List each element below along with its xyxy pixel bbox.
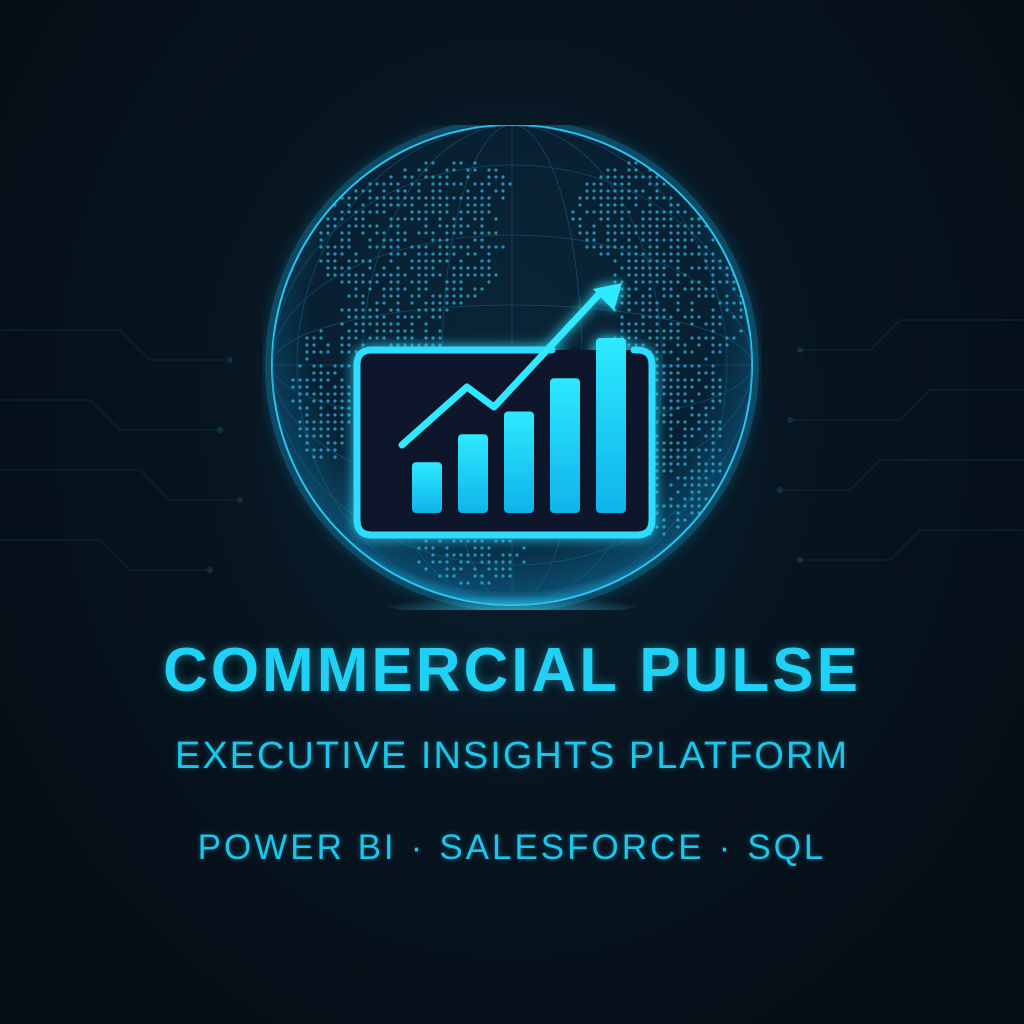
chart-bar [504,411,534,513]
globe-logo [262,125,762,610]
brand-subtitle: EXECUTIVE INSIGHTS PLATFORM [174,735,850,777]
separator-dot: · [718,828,734,867]
chart-bar [458,434,488,513]
trend-arrow-head [593,283,622,311]
tech-stack-item-salesforce: SALESFORCE [439,828,705,867]
brand-title: COMMERCIAL PULSE [163,636,861,705]
tech-stack-item-sql: SQL [747,828,827,867]
growth-chart-icon [353,283,656,539]
separator-dot: · [410,828,426,867]
tech-stack-line: POWER BI · SALESFORCE · SQL [0,830,1024,865]
chart-bar [550,378,580,513]
tech-stack-item-powerbi: POWER BI [197,828,397,867]
chart-bar [412,462,442,513]
chart-bar [596,338,626,513]
